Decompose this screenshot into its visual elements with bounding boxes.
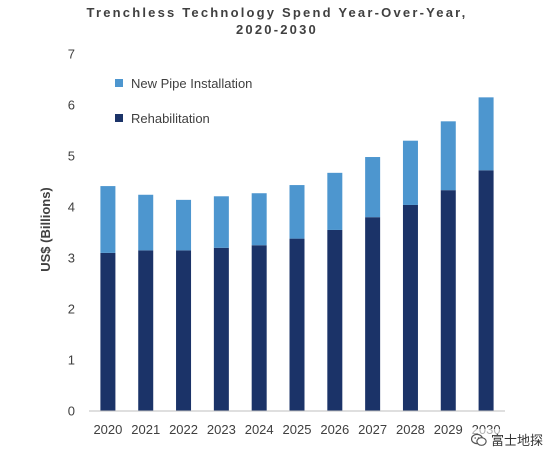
x-tick-label: 2023 <box>207 422 236 437</box>
x-tick-label: 2029 <box>434 422 463 437</box>
bar-rehabilitation <box>176 250 192 411</box>
wechat-icon <box>470 433 487 446</box>
bar-new-pipe-installation <box>289 185 305 239</box>
bar-new-pipe-installation <box>402 140 418 205</box>
bars-group <box>100 97 494 411</box>
bar-rehabilitation <box>365 217 381 411</box>
bar-new-pipe-installation <box>176 199 192 251</box>
legend-label: New Pipe Installation <box>131 76 252 91</box>
x-tick-label: 2027 <box>358 422 387 437</box>
bar-rehabilitation <box>327 229 343 411</box>
legend-swatch <box>115 114 123 122</box>
legend: New Pipe Installation Rehabilitation <box>115 76 252 126</box>
y-tick-label: 1 <box>68 353 75 368</box>
y-tick-label: 5 <box>68 149 75 164</box>
x-tick-label: 2028 <box>396 422 425 437</box>
x-tick-label: 2026 <box>320 422 349 437</box>
x-tick-label: 2024 <box>245 422 274 437</box>
y-axis-label: US$ (Billions) <box>38 187 53 272</box>
watermark-text: 富士地探 <box>490 433 543 448</box>
bar-new-pipe-installation <box>100 186 116 253</box>
x-tick-label: 2025 <box>283 422 312 437</box>
bar-new-pipe-installation <box>138 194 154 251</box>
bar-new-pipe-installation <box>440 121 456 191</box>
watermark: 富士地探 <box>467 429 546 450</box>
chart-title-line-1: Trenchless Technology Spend Year-Over-Ye… <box>86 5 468 20</box>
bar-rehabilitation <box>251 245 267 411</box>
bar-rehabilitation <box>478 170 494 411</box>
chart-title-line-2: 2020-2030 <box>236 22 318 37</box>
bar-rehabilitation <box>440 190 456 411</box>
bar-new-pipe-installation <box>213 196 229 248</box>
x-axis-ticks: 2020 2021 2022 2023 2024 2025 2026 2027 2028 2029… <box>93 422 500 437</box>
y-tick-label: 6 <box>68 98 75 113</box>
y-tick-label: 7 <box>68 47 75 62</box>
bar-new-pipe-installation <box>251 193 267 246</box>
bar-new-pipe-installation <box>478 97 494 171</box>
x-tick-label: 2022 <box>169 422 198 437</box>
y-tick-label: 3 <box>68 251 75 266</box>
bar-rehabilitation <box>138 250 154 411</box>
bar-rehabilitation <box>213 247 229 411</box>
y-tick-label: 2 <box>68 302 75 317</box>
bar-rehabilitation <box>289 238 305 411</box>
bar-new-pipe-installation <box>365 157 381 218</box>
chart-title: Trenchless Technology Spend Year-Over-Ye… <box>0 4 554 38</box>
legend-swatch <box>115 79 123 87</box>
y-tick-label: 0 <box>68 404 75 419</box>
bar-new-pipe-installation <box>327 172 343 230</box>
x-tick-label: 2020 <box>93 422 122 437</box>
bar-rehabilitation <box>100 252 116 411</box>
x-tick-label: 2021 <box>131 422 160 437</box>
y-tick-label: 4 <box>68 200 75 215</box>
y-axis-ticks: 0 1 2 3 4 5 6 7 <box>68 47 75 419</box>
legend-label: Rehabilitation <box>131 111 210 126</box>
bar-rehabilitation <box>402 204 418 411</box>
